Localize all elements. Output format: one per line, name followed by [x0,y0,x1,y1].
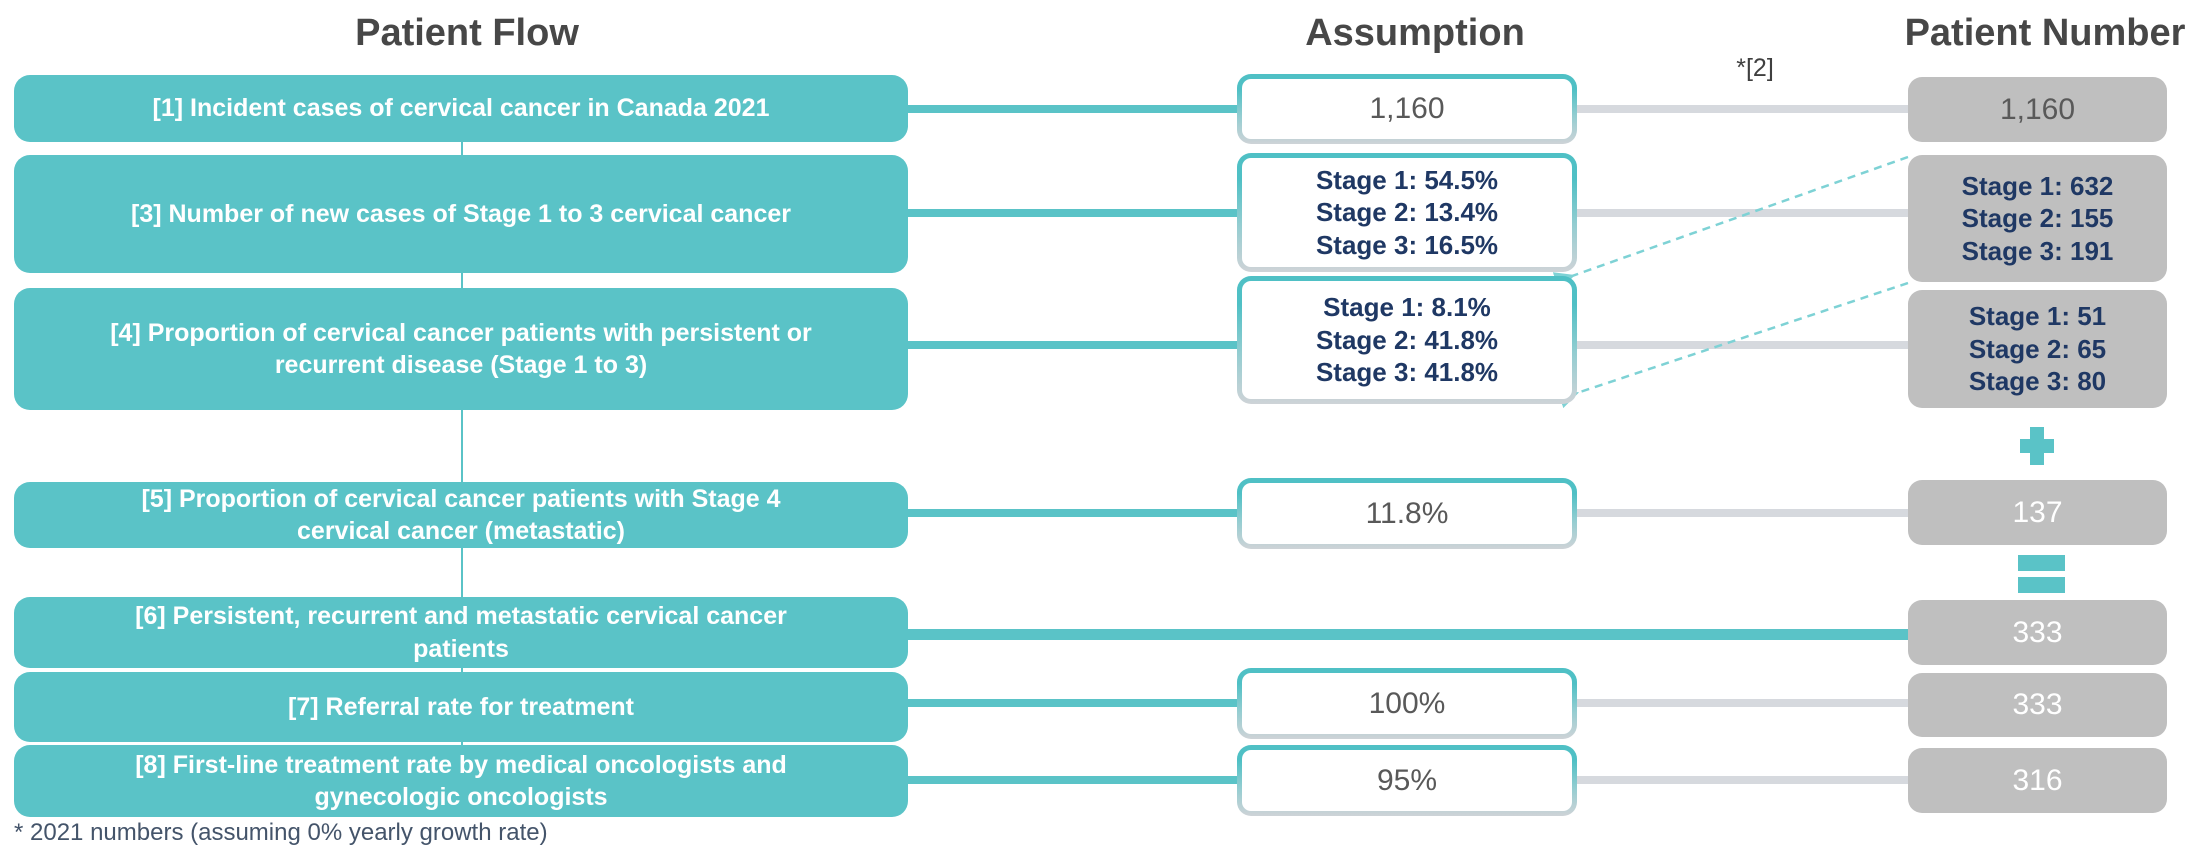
connector-gray-row2 [1570,209,1912,217]
patient-box-6: 333 [1908,673,2167,737]
flow-box-8: [8] First-line treatment rate by medical… [14,745,908,817]
patient-value-5: 333 [2012,615,2063,649]
equals-icon [2018,555,2065,593]
connector-gray-row7 [1570,776,1912,784]
flow-box-3: [3] Number of new cases of Stage 1 to 3 … [14,155,908,273]
flow-box-5: [5] Proportion of cervical cancer patien… [14,482,908,548]
patient-value-4: 137 [2012,495,2063,529]
assumption-box-7: 95% [1237,745,1577,816]
connector-teal-row4 [900,509,1244,517]
patient-box-5: 333 [1908,600,2167,665]
connector-gray-row3 [1570,341,1912,349]
vertical-connector-line [461,109,463,781]
patient-number-header: Patient Number [1904,12,2186,54]
patient-box-3: Stage 1: 51 Stage 2: 65 Stage 3: 80 [1908,290,2167,408]
patient-value-6: 333 [2012,688,2063,721]
assumption-box-6: 100% [1237,668,1577,739]
connector-teal-row3 [900,341,1244,349]
assumption-value-6: 100% [1368,686,1446,720]
assumption-box-3: Stage 1: 8.1% Stage 2: 41.8% Stage 3: 41… [1237,276,1577,404]
footnote: * 2021 numbers (assuming 0% yearly growt… [14,819,548,846]
patient-value-1: 1,160 [1999,92,2076,126]
assumption-stages-3: Stage 1: 8.1% Stage 2: 41.8% Stage 3: 41… [1315,292,1499,388]
footnote-reference-label: *[2] [1736,54,1774,82]
flow-box-6: [6] Persistent, recurrent and metastatic… [14,597,908,668]
patient-flow-header: Patient Flow [355,12,579,54]
assumption-value-4: 11.8% [1365,496,1449,530]
assumption-stages-2: Stage 1: 54.5% Stage 2: 13.4% Stage 3: 1… [1315,164,1499,260]
connector-teal-row1 [900,105,1244,113]
assumption-box-4: 11.8% [1237,478,1577,549]
connector-teal-row7 [900,776,1244,784]
patient-box-1: 1,160 [1908,77,2167,142]
connector-gray-row6 [1570,699,1912,707]
assumption-value-1: 1,160 [1369,92,1445,125]
patient-box-7: 316 [1908,748,2167,813]
assumption-box-2: Stage 1: 54.5% Stage 2: 13.4% Stage 3: 1… [1237,153,1577,272]
connector-gray-row1 [1570,105,1912,113]
dashed-arrow-top [1552,155,1909,292]
plus-icon [2020,427,2054,465]
flow-box-1: [1] Incident cases of cervical cancer in… [14,75,908,142]
assumption-header: Assumption [1305,12,1525,54]
patient-stages-2: Stage 1: 632 Stage 2: 155 Stage 3: 191 [1961,170,2114,266]
patient-box-4: 137 [1908,480,2167,545]
connector-teal-row6 [900,699,1244,707]
connector-teal-row2 [900,209,1244,217]
assumption-value-7: 95% [1376,763,1438,797]
patient-value-7: 316 [2012,763,2063,797]
connector-teal-row5-full [900,629,1912,640]
connector-gray-row4 [1570,509,1912,517]
assumption-box-1: 1,160 [1237,74,1577,144]
patient-stages-3: Stage 1: 51 Stage 2: 65 Stage 3: 80 [1968,301,2107,397]
flow-box-7: [7] Referral rate for treatment [14,672,908,742]
flow-box-4: [4] Proportion of cervical cancer patien… [14,288,908,410]
patient-box-2: Stage 1: 632 Stage 2: 155 Stage 3: 191 [1908,155,2167,282]
